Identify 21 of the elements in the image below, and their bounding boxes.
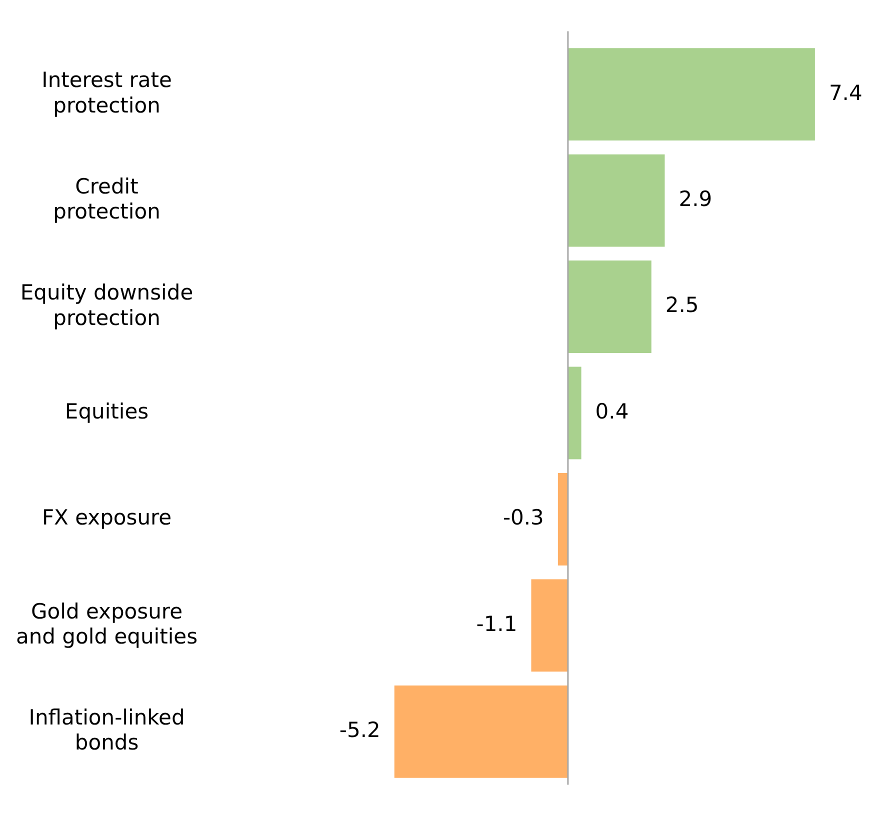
bar — [394, 685, 568, 778]
y-tick-label: Equity downside protection — [20, 280, 194, 330]
bar — [568, 366, 582, 460]
y-tick-label: Inflation-linked bonds — [28, 706, 185, 755]
bar — [531, 579, 568, 672]
y-tick-label: Credit protection — [53, 174, 160, 224]
bar — [568, 48, 815, 141]
data-label: -1.1 — [476, 612, 518, 636]
data-label: -0.3 — [502, 506, 544, 530]
bar — [558, 473, 568, 566]
y-tick-label: FX exposure — [42, 506, 172, 530]
data-label: 2.9 — [678, 186, 712, 211]
y-tick-label: Gold exposure and gold equities — [16, 599, 198, 649]
data-label: -5.2 — [339, 718, 380, 742]
data-label: 2.5 — [665, 293, 699, 318]
bar — [568, 154, 665, 247]
y-tick-label: Equities — [64, 399, 149, 424]
y-tick-label: Interest rate protection — [42, 68, 172, 118]
bar — [568, 260, 652, 353]
data-label: 7.4 — [828, 80, 862, 105]
data-label: 0.4 — [595, 399, 629, 424]
